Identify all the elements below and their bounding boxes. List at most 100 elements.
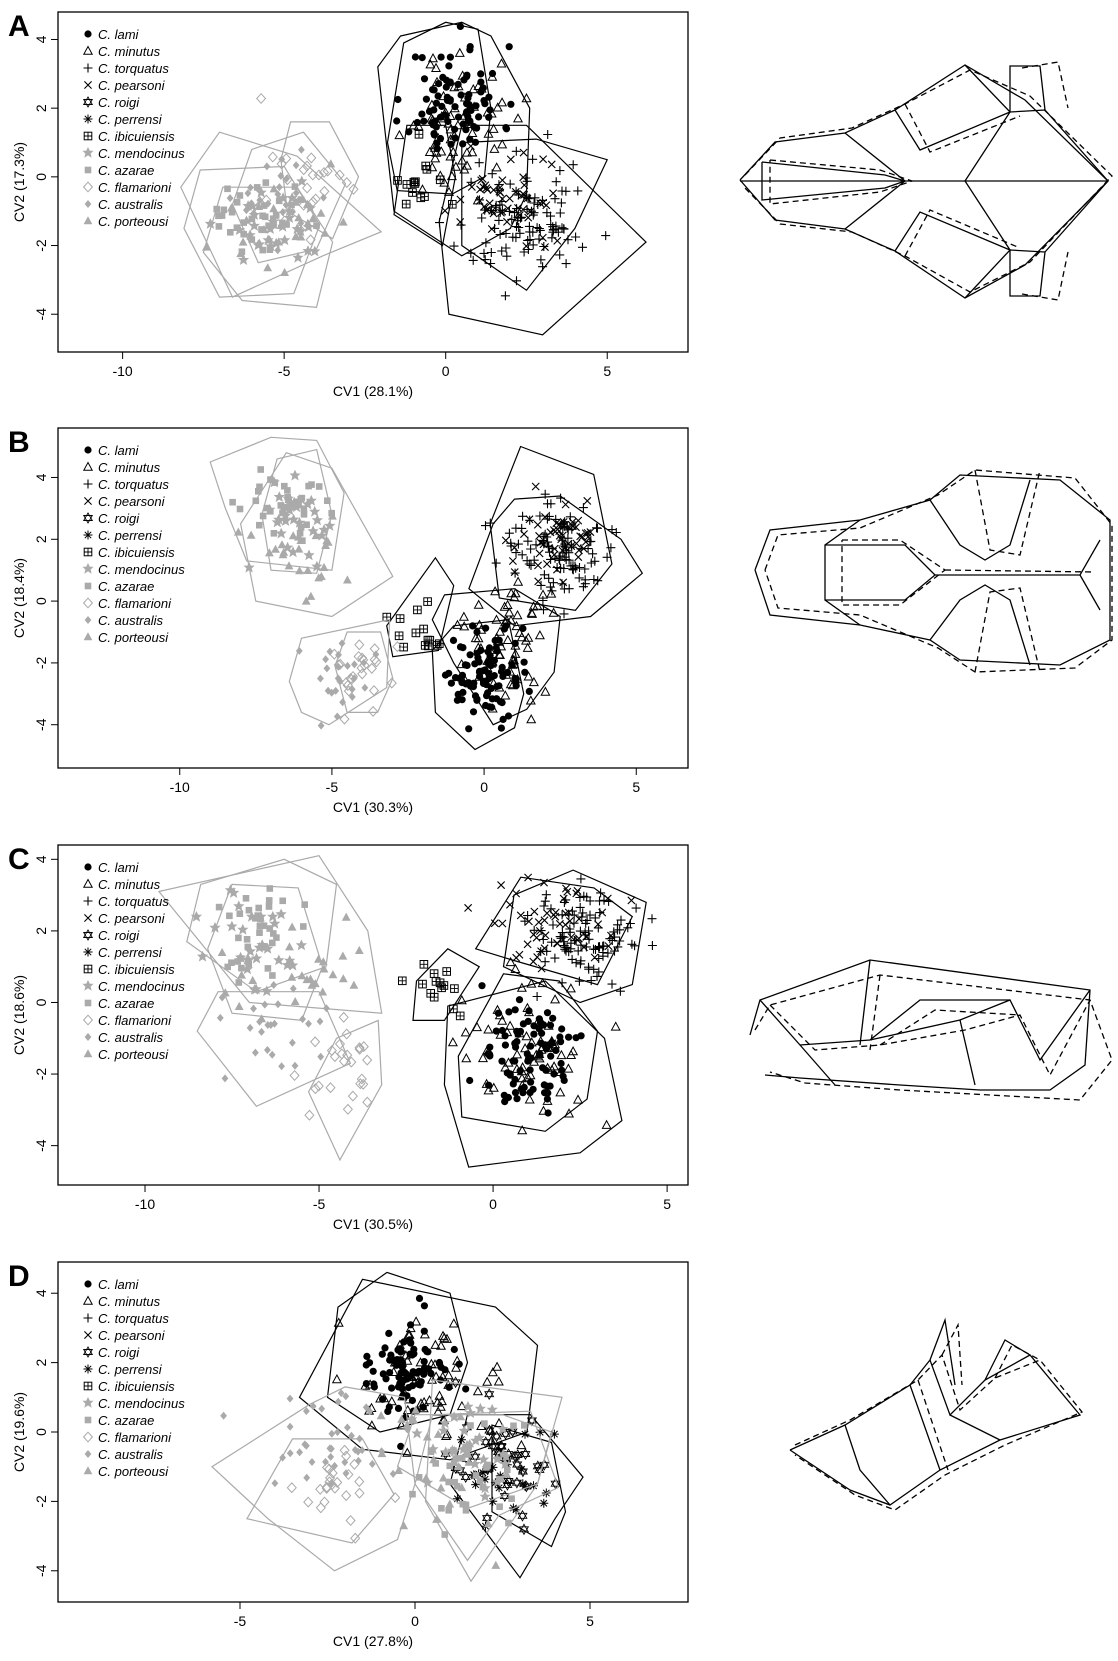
legend-symbol bbox=[82, 147, 94, 158]
data-point bbox=[523, 643, 533, 652]
data-point bbox=[496, 1503, 503, 1510]
data-point bbox=[594, 895, 605, 906]
data-point bbox=[459, 140, 467, 148]
data-point bbox=[305, 1019, 312, 1028]
data-point bbox=[228, 959, 235, 966]
y-tick-label: -2 bbox=[33, 1495, 49, 1508]
legend-label: C. azarae bbox=[98, 1413, 154, 1428]
legend-label: C. azarae bbox=[98, 163, 154, 178]
data-point bbox=[553, 939, 562, 948]
legend: C. lami C. minutus C. torquatus C. pearsoni… bbox=[82, 27, 185, 229]
data-point bbox=[558, 1025, 566, 1033]
y-axis-label: CV2 (18.4%) bbox=[11, 558, 27, 638]
data-point bbox=[257, 466, 264, 473]
data-point bbox=[590, 953, 599, 962]
legend-symbol bbox=[82, 478, 94, 490]
data-point bbox=[360, 658, 368, 667]
legend-label: C. mendocinus bbox=[98, 1396, 185, 1411]
x-axis-label: CV1 (27.8%) bbox=[333, 1633, 413, 1649]
data-point bbox=[348, 685, 356, 694]
y-tick-label: -2 bbox=[33, 1068, 49, 1081]
data-point bbox=[269, 972, 276, 979]
data-point bbox=[334, 1397, 342, 1406]
shape-a-solid-outline bbox=[739, 64, 1109, 299]
x-axis-label: CV1 (30.3%) bbox=[333, 799, 413, 815]
legend-symbol bbox=[83, 947, 93, 957]
data-point bbox=[505, 179, 516, 190]
data-point bbox=[535, 254, 546, 265]
data-point bbox=[520, 658, 528, 666]
legend-label: C. lami bbox=[98, 1277, 140, 1292]
data-point bbox=[475, 113, 483, 121]
y-tick-label: 2 bbox=[33, 104, 49, 112]
data-point bbox=[316, 1017, 324, 1026]
data-point bbox=[510, 1422, 517, 1430]
legend-symbol bbox=[84, 863, 92, 871]
data-point bbox=[553, 236, 562, 245]
legend-label: C. flamarioni bbox=[98, 180, 172, 195]
data-point bbox=[446, 53, 454, 61]
legend-label: C. lami bbox=[98, 27, 140, 42]
data-point bbox=[307, 169, 318, 181]
data-point bbox=[303, 549, 315, 561]
data-point bbox=[286, 1394, 294, 1403]
data-point bbox=[271, 544, 280, 553]
data-point bbox=[575, 873, 586, 884]
data-point bbox=[436, 1483, 446, 1492]
data-point bbox=[363, 1352, 371, 1360]
data-point bbox=[500, 228, 512, 239]
legend-symbol bbox=[84, 1450, 92, 1458]
legend-label: C. mendocinus bbox=[98, 979, 185, 994]
data-point bbox=[467, 182, 476, 192]
data-point bbox=[455, 1011, 465, 1021]
data-point bbox=[338, 951, 348, 960]
data-point bbox=[354, 945, 364, 954]
data-point bbox=[382, 1375, 390, 1383]
data-point bbox=[478, 248, 490, 259]
data-point bbox=[522, 235, 533, 246]
data-point bbox=[547, 1052, 555, 1060]
data-point bbox=[502, 217, 512, 226]
data-point bbox=[598, 940, 609, 951]
data-point bbox=[561, 258, 572, 269]
data-point bbox=[529, 1085, 537, 1093]
data-point bbox=[453, 696, 461, 704]
data-point bbox=[604, 933, 615, 944]
y-tick-label: 0 bbox=[33, 597, 49, 605]
legend-label: C. mendocinus bbox=[98, 146, 185, 161]
data-point bbox=[510, 543, 519, 552]
data-point bbox=[356, 1073, 367, 1085]
legend-symbol bbox=[83, 530, 93, 540]
y-axis-label: CV2 (17.3%) bbox=[11, 142, 27, 222]
legend-symbol bbox=[83, 80, 93, 90]
y-axis-label: CV2 (18.6%) bbox=[11, 975, 27, 1055]
data-point bbox=[415, 1474, 423, 1481]
data-point bbox=[476, 212, 487, 224]
data-point bbox=[399, 1521, 409, 1530]
data-point bbox=[483, 1464, 490, 1471]
data-point bbox=[217, 947, 227, 956]
data-point bbox=[244, 943, 252, 951]
legend-label: C. flamarioni bbox=[98, 596, 172, 611]
data-point bbox=[459, 688, 467, 696]
data-point bbox=[513, 113, 523, 123]
data-point bbox=[263, 263, 273, 272]
legend-symbol bbox=[83, 1346, 93, 1358]
hull-triangle bbox=[157, 855, 383, 1014]
data-point bbox=[388, 1384, 396, 1392]
data-point bbox=[290, 997, 300, 1006]
x-tick-label: 5 bbox=[632, 779, 640, 795]
data-point bbox=[287, 972, 297, 981]
y-tick-label: 0 bbox=[33, 1428, 49, 1436]
data-point bbox=[513, 1095, 521, 1103]
x-tick-label: -10 bbox=[170, 779, 190, 795]
data-point bbox=[401, 1368, 409, 1377]
data-point bbox=[310, 193, 321, 205]
legend-label: C. perrensi bbox=[98, 528, 163, 543]
legend-symbol bbox=[83, 512, 93, 524]
data-point bbox=[218, 212, 226, 219]
data-point bbox=[327, 1452, 335, 1461]
data-point bbox=[322, 655, 329, 664]
data-point bbox=[505, 194, 514, 203]
data-point bbox=[493, 215, 504, 226]
